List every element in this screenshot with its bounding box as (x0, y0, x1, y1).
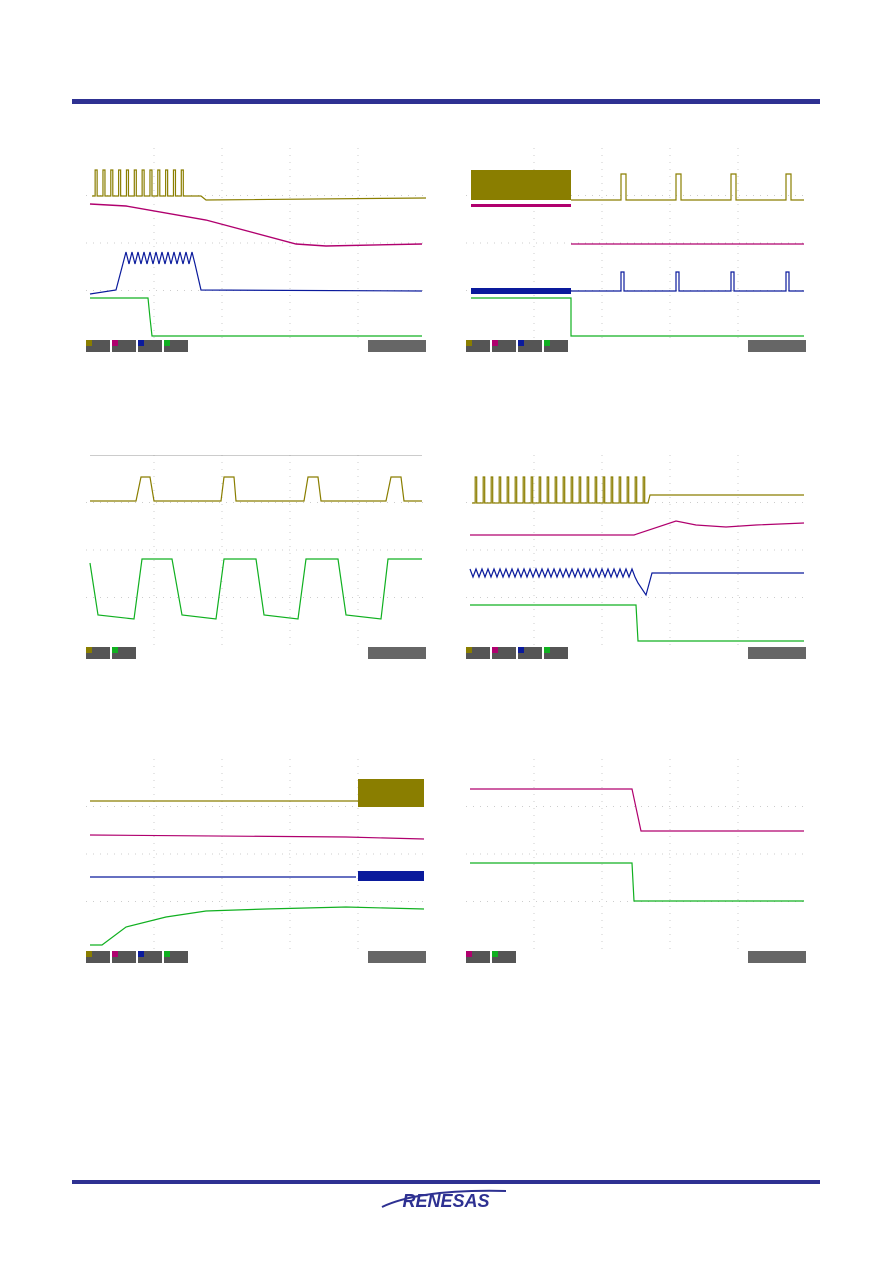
ch4-trace (90, 297, 422, 337)
ch4-trace (471, 297, 804, 337)
renesas-logo: RENESAS (381, 1189, 507, 1211)
ch4-trace (90, 906, 425, 946)
ch2-trace (89, 834, 425, 840)
scope-1 (86, 148, 426, 356)
ch4-trace (89, 558, 422, 620)
ch3-trace (571, 271, 804, 292)
ch2-bar (471, 204, 571, 207)
ch1-trace (571, 173, 804, 201)
scope-status-bar (466, 951, 806, 963)
ch3-bar (471, 288, 571, 294)
ch3-trace (89, 251, 423, 295)
scope-status-bar (86, 951, 426, 963)
graticule (86, 148, 426, 338)
ch2-trace (89, 203, 423, 247)
ch1-burst (471, 170, 571, 200)
scope-2 (466, 148, 806, 356)
scope-5 (86, 759, 426, 967)
logo-text: RENESAS (402, 1191, 489, 1211)
footer-rule (72, 1180, 820, 1184)
scope-status-bar (466, 647, 806, 659)
scope-4 (466, 455, 806, 663)
scope-status-bar (466, 340, 806, 352)
ch3-trace (469, 567, 804, 597)
scope-status-bar (86, 340, 426, 352)
header-rule (72, 99, 820, 104)
graticule (86, 759, 426, 949)
scope-3 (86, 455, 426, 663)
ch4-trace (470, 604, 804, 642)
ch1-trace (90, 476, 422, 502)
ch3-burst (358, 871, 424, 881)
scope-6 (466, 759, 806, 967)
ch4-trace (470, 862, 804, 902)
ch2-trace (470, 520, 805, 536)
graticule (466, 759, 806, 949)
ch1-trace (92, 169, 426, 201)
ch1-trace (472, 476, 804, 504)
ch1-burst (358, 779, 424, 807)
scope-status-bar (86, 647, 426, 659)
graticule (86, 455, 426, 645)
ch2-trace (470, 788, 804, 832)
